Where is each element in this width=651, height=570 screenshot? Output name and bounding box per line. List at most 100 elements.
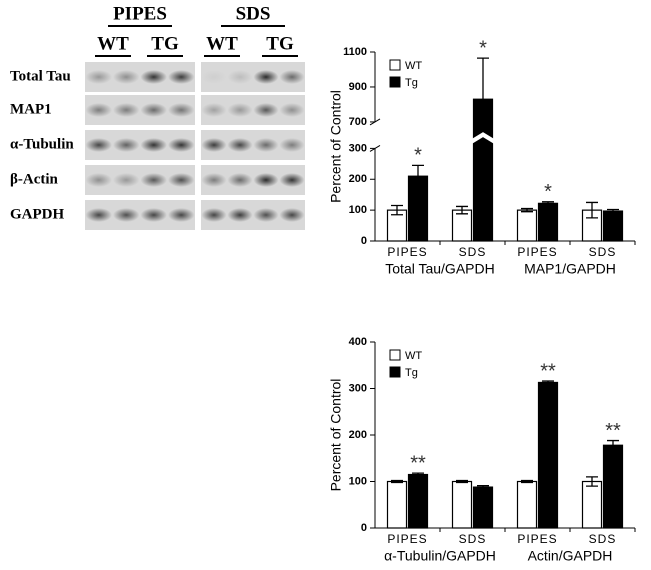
blot-band: [201, 103, 227, 117]
blot-band: [201, 173, 227, 187]
blot-band: [201, 70, 227, 84]
blot-band: [85, 70, 112, 84]
blot-genotype: TG: [266, 33, 294, 54]
y-tick-label: 900: [349, 81, 367, 93]
y-axis-label: Percent of Control: [328, 90, 344, 203]
blot-band: [279, 103, 305, 117]
bar: [451, 209, 473, 242]
legend-swatch: [389, 366, 401, 378]
error-bar: [456, 205, 468, 215]
blot-row-label: GAPDH: [10, 206, 64, 222]
error-bar: [412, 164, 424, 188]
break-mark: [471, 132, 495, 145]
blot-band: [113, 138, 140, 152]
significance-label: *: [479, 37, 487, 59]
legend-swatch: [389, 349, 401, 361]
bar: [472, 486, 494, 529]
error-bar: [542, 201, 554, 206]
x-tick-label: SDS: [459, 532, 487, 546]
blot-band: [140, 103, 167, 117]
error-bar: [477, 57, 489, 130]
bar: [386, 480, 408, 529]
blot-band: [85, 208, 112, 222]
legend-swatch: [389, 76, 401, 88]
blot-band: [113, 173, 140, 187]
bar: [537, 202, 559, 242]
y-tick-label: 0: [361, 235, 367, 247]
bar: [602, 444, 624, 529]
significance-label: **: [410, 452, 426, 474]
blot-band: [85, 138, 112, 152]
legend-label: Tg: [405, 77, 418, 89]
error-bar: [521, 207, 533, 213]
legend-label: WT: [405, 350, 422, 362]
blot-band: [140, 138, 167, 152]
group-label: Actin/GAPDH: [528, 548, 613, 564]
blot-condition: PIPES: [113, 3, 167, 24]
blot-band: [253, 103, 279, 117]
bar: [516, 480, 538, 529]
error-bar: [586, 201, 598, 219]
blot-condition: SDS: [236, 3, 271, 24]
blot-band: [279, 208, 305, 222]
blot-band: [140, 70, 167, 84]
blot-genotype: TG: [151, 33, 179, 54]
blot-band: [140, 208, 167, 222]
blot-band: [201, 138, 227, 152]
y-tick-label: 400: [349, 336, 367, 348]
x-tick-label: PIPES: [517, 245, 557, 259]
bar-chart: 0 100 200 300 400 Percent of Control PIPES SDS P…: [328, 336, 636, 564]
error-bar: [456, 479, 468, 484]
error-bar: [586, 476, 598, 487]
x-tick-label: PIPES: [517, 532, 557, 546]
blot-band: [253, 70, 279, 84]
error-bar: [521, 479, 533, 484]
blot-band: [168, 138, 195, 152]
blot-band: [279, 70, 305, 84]
blot-band: [113, 208, 140, 222]
error-bar: [391, 204, 403, 216]
bar-chart: 0 100 200 300 700 900 1100 Percent of Control PI…: [328, 37, 636, 277]
error-bar: [477, 485, 489, 490]
y-tick-label: 0: [361, 522, 367, 534]
blot-band: [279, 138, 305, 152]
blot-band: [227, 208, 253, 222]
blot-row-label: Total Tau: [10, 68, 71, 84]
blot-band: [253, 138, 279, 152]
group-label: α-Tubulin/GAPDH: [384, 548, 496, 564]
blot-band: [140, 173, 167, 187]
error-bar: [542, 380, 554, 385]
legend-label: Tg: [405, 367, 418, 379]
y-tick-label: 300: [349, 382, 367, 394]
group-label: Total Tau/GAPDH: [385, 261, 494, 277]
error-bar: [391, 479, 403, 484]
error-bar: [607, 208, 619, 214]
blot-genotype: WT: [206, 33, 238, 54]
blot-band: [113, 70, 140, 84]
y-tick-label: 1100: [343, 46, 367, 58]
group-label: MAP1/GAPDH: [524, 261, 616, 277]
x-tick-label: SDS: [589, 245, 617, 259]
y-tick-label: 700: [349, 116, 367, 128]
y-tick-label: 200: [349, 429, 367, 441]
error-bar: [412, 472, 424, 477]
significance-label: **: [605, 420, 621, 442]
x-tick-label: PIPES: [387, 532, 427, 546]
blot-band: [253, 173, 279, 187]
bar: [451, 480, 473, 529]
blot-band: [113, 103, 140, 117]
x-tick-label: SDS: [589, 532, 617, 546]
significance-label: **: [540, 360, 556, 382]
y-axis-label: Percent of Control: [328, 379, 344, 492]
blot-row-label: α-Tubulin: [10, 136, 74, 152]
x-tick-label: PIPES: [387, 245, 427, 259]
y-tick-label: 200: [349, 173, 367, 185]
x-tick-label: SDS: [459, 245, 487, 259]
blot-band: [168, 208, 195, 222]
blot-band: [227, 103, 253, 117]
blot-band: [201, 208, 227, 222]
blot-band: [85, 103, 112, 117]
y-tick-label: 100: [349, 475, 367, 487]
y-tick-label: 100: [349, 204, 367, 216]
